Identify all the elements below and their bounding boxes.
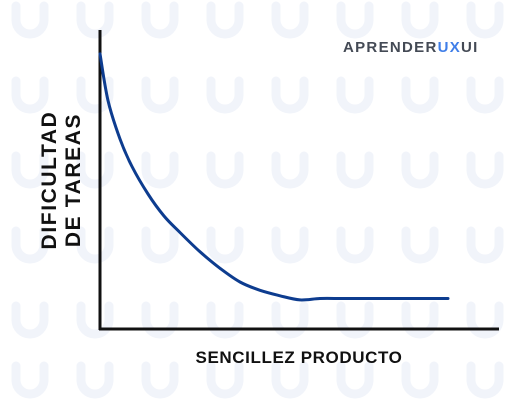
watermark-u-shape	[141, 226, 179, 264]
watermark-u-shape	[336, 226, 374, 264]
y-axis-label-line-1: DIFICULTAD	[38, 110, 61, 250]
watermark-u-shape	[206, 361, 244, 399]
watermark-u-shape	[271, 361, 309, 399]
watermark-u-shape	[141, 151, 179, 189]
watermark-u-shape	[271, 151, 309, 189]
watermark-u-shape	[271, 301, 309, 339]
watermark-u-shape	[206, 301, 244, 339]
watermark-u-shape	[271, 76, 309, 114]
watermark-u-shape	[336, 1, 374, 39]
watermark-u-shape	[141, 76, 179, 114]
watermark-u-shape	[466, 361, 504, 399]
watermark-u-shape	[11, 1, 49, 39]
difficulty-curve	[98, 52, 450, 302]
watermark-u-shape	[206, 1, 244, 39]
watermark-u-shape	[11, 76, 49, 114]
watermark-u-shape	[466, 1, 504, 39]
x-axis-label: SENCILLEZ PRODUCTO	[195, 348, 403, 367]
watermark-u-shape	[336, 301, 374, 339]
y-axis-label: DIFICULTAD DE TAREAS	[38, 70, 86, 290]
watermark-u-shape	[336, 151, 374, 189]
watermark-u-shape	[401, 301, 439, 339]
watermark-u-shape	[466, 226, 504, 264]
brand-logo: APRENDERUXUI	[343, 39, 479, 56]
watermark-u-shape	[401, 76, 439, 114]
watermark-u-shape	[11, 226, 49, 264]
watermark-u-shape	[76, 301, 114, 339]
watermark-u-shape	[401, 1, 439, 39]
watermark-u-shape	[11, 151, 49, 189]
watermark-u-shape	[76, 361, 114, 399]
watermark-u-shape	[466, 76, 504, 114]
watermark-u-shape	[141, 301, 179, 339]
watermark-u-shape	[141, 361, 179, 399]
watermark-u-shape	[206, 76, 244, 114]
watermark-u-shape	[336, 76, 374, 114]
watermark-u-shape	[141, 1, 179, 39]
watermark-u-shape	[401, 226, 439, 264]
watermark-u-shape	[401, 151, 439, 189]
watermark-u-shape	[336, 361, 374, 399]
watermark-u-shape	[76, 226, 114, 264]
watermark-u-shape	[401, 361, 439, 399]
watermark-u-shape	[11, 301, 49, 339]
watermark-u-shape	[206, 151, 244, 189]
watermark-u-shape	[11, 361, 49, 399]
watermark-u-shape	[206, 226, 244, 264]
watermark-u-shape	[271, 1, 309, 39]
watermark-u-shape	[76, 1, 114, 39]
watermark-u-shape	[466, 151, 504, 189]
watermark-u-shape	[76, 151, 114, 189]
y-axis-label-line-2: DE TAREAS	[62, 112, 85, 248]
watermark-u-shape	[271, 226, 309, 264]
watermark-u-shape	[466, 301, 504, 339]
